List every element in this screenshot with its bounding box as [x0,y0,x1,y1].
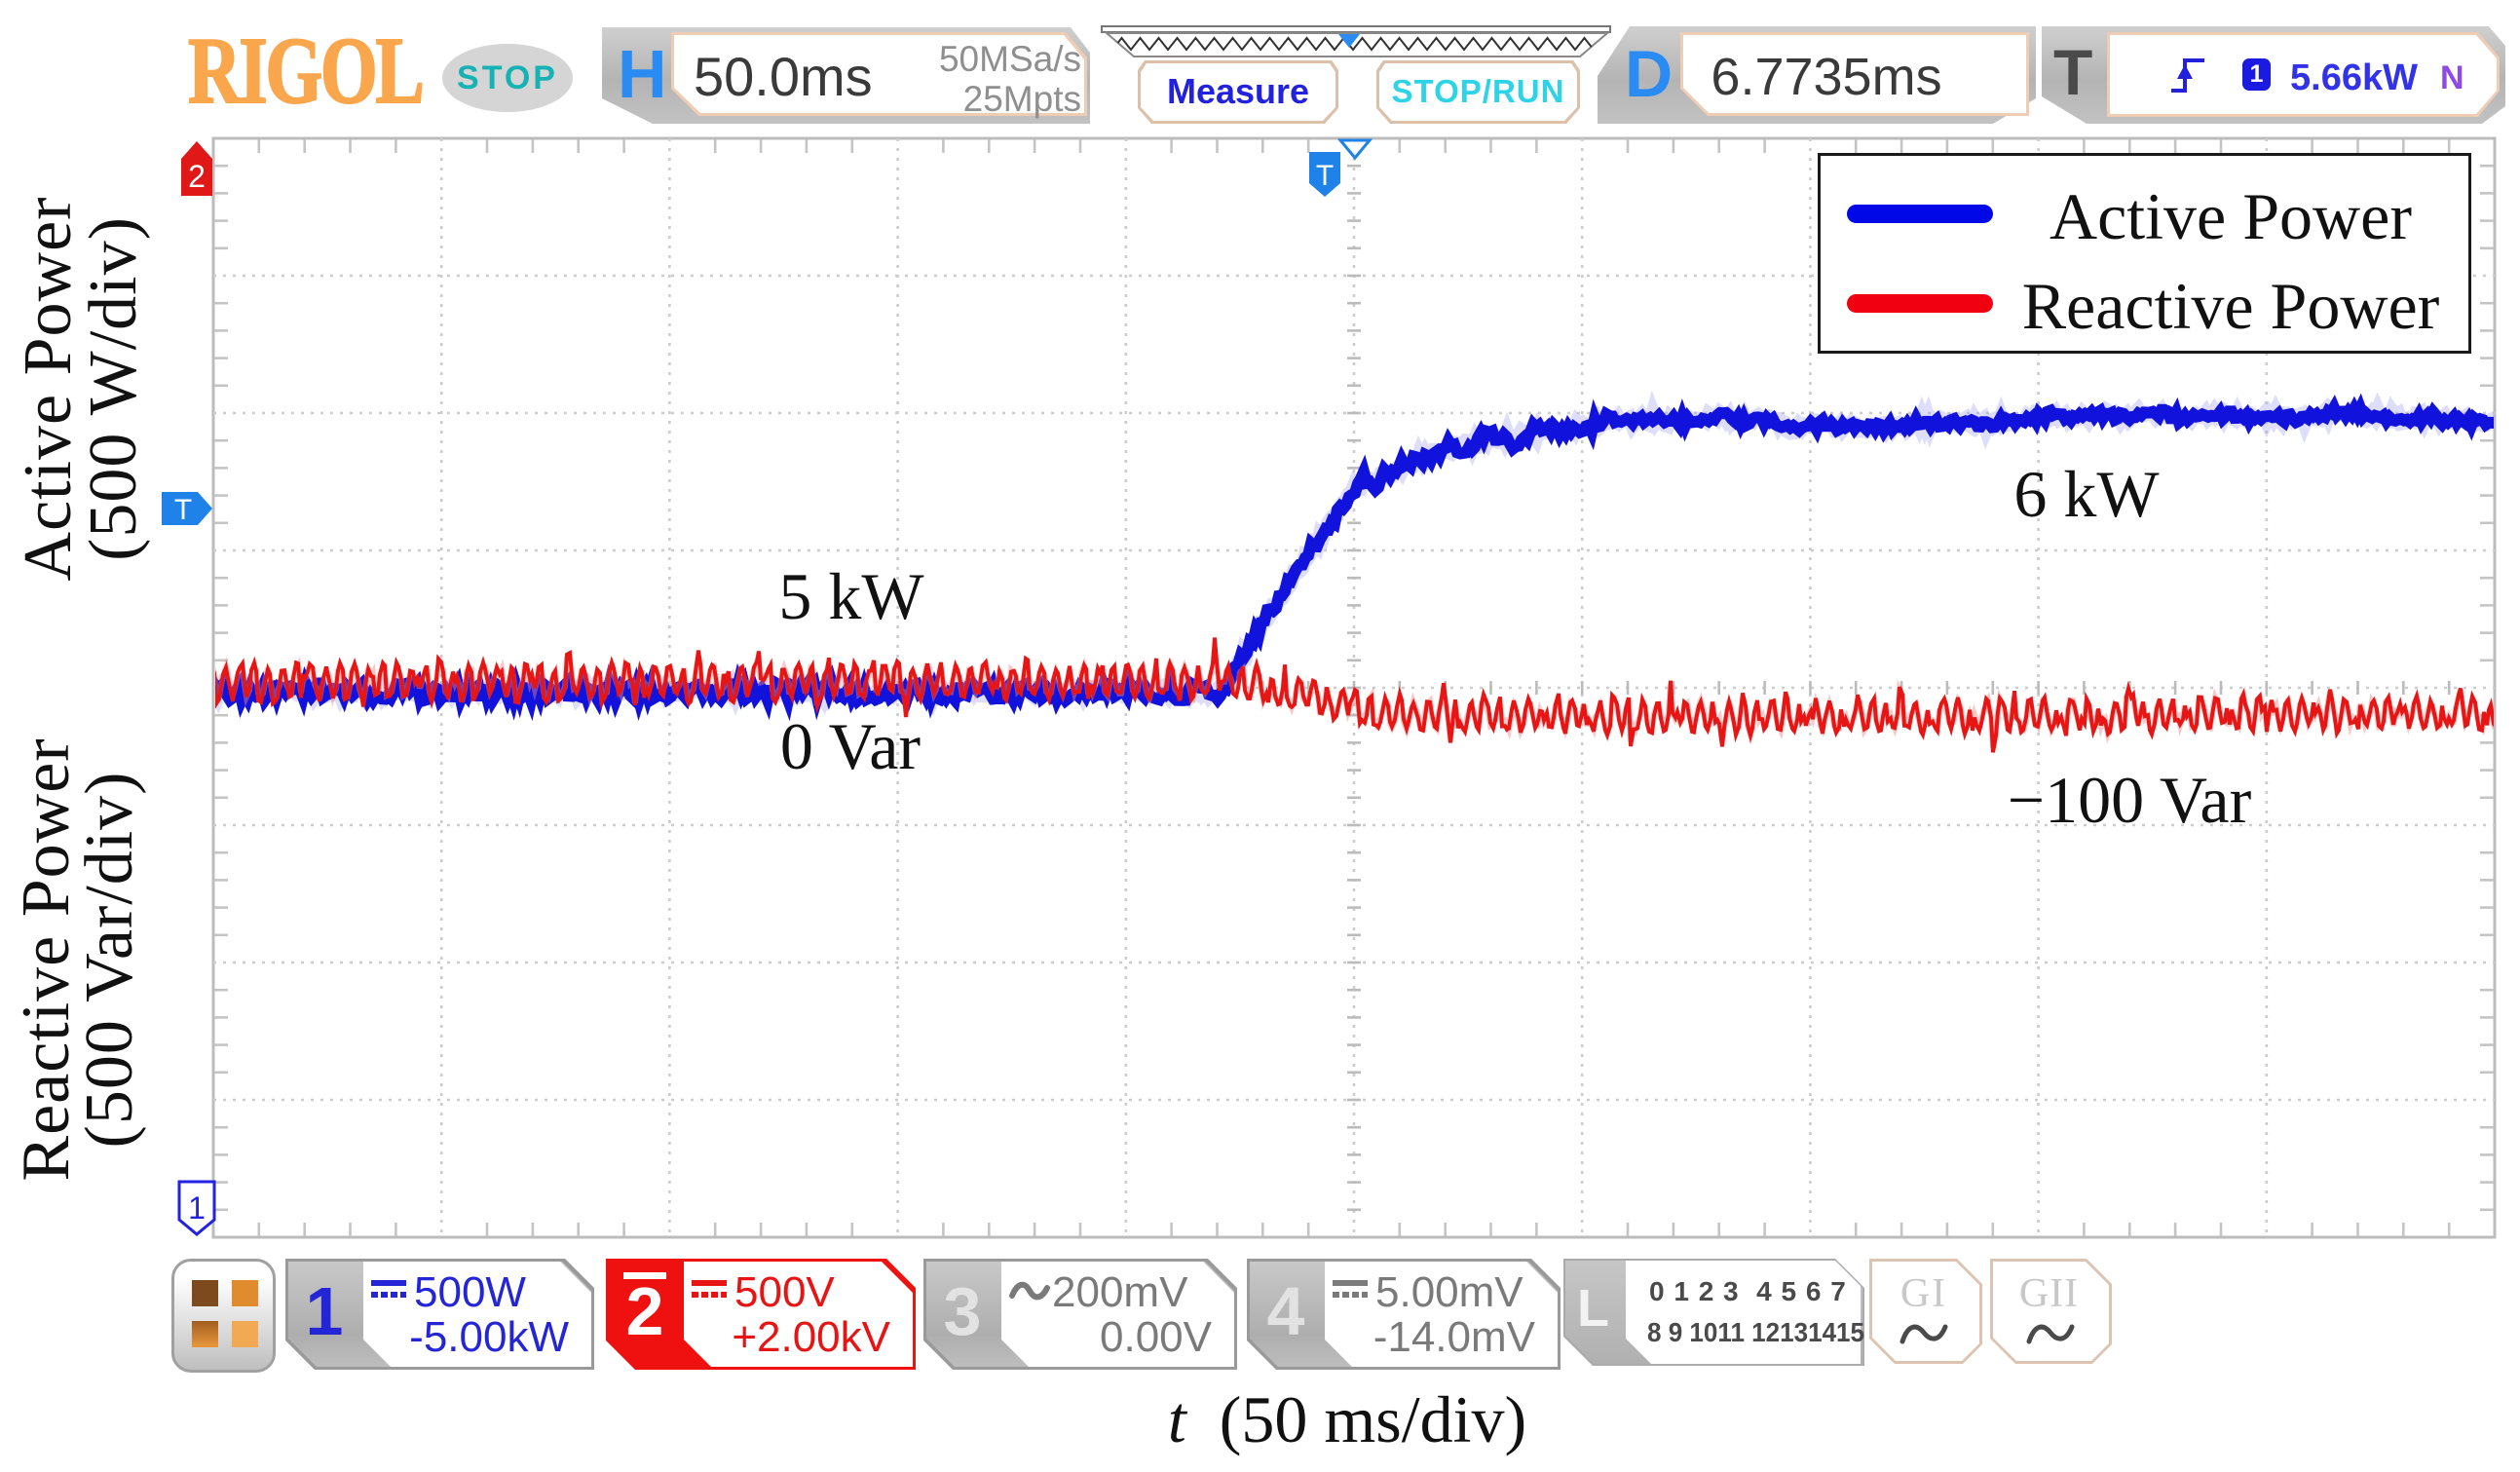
svg-text:T: T [174,494,192,526]
svg-text:1: 1 [188,1190,206,1226]
svg-text:T: T [1316,160,1334,192]
svg-text:2: 2 [188,159,206,194]
